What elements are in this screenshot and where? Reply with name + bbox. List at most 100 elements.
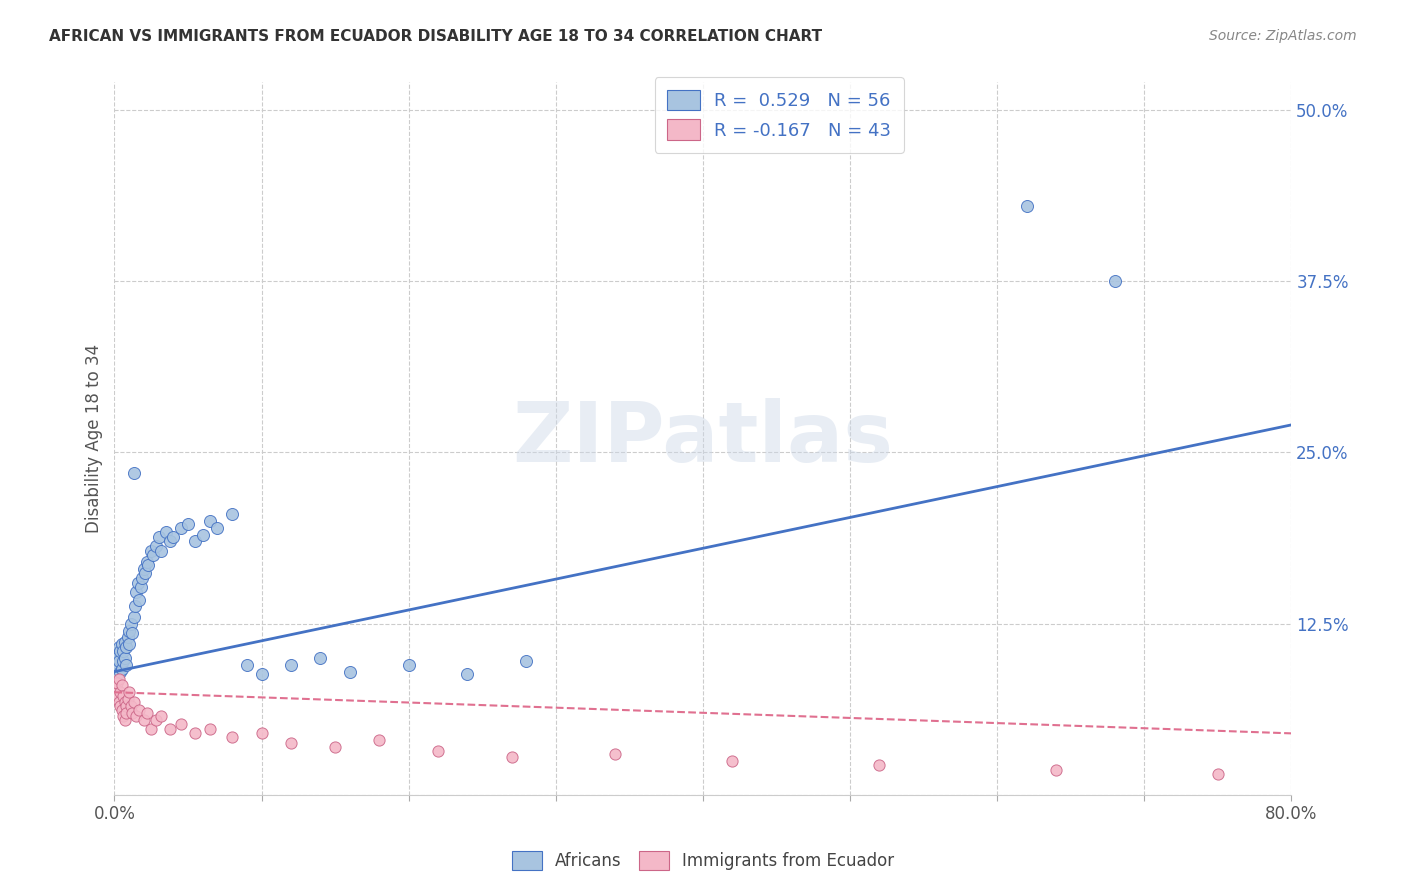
Point: [207, 521, 229, 535]
Point: [145, 713, 167, 727]
Point: [111, 662, 134, 676]
Point: [112, 654, 135, 668]
Point: [198, 514, 221, 528]
Point: [169, 521, 191, 535]
Point: [108, 654, 131, 668]
Point: [115, 698, 138, 713]
Point: [110, 685, 132, 699]
Text: AFRICAN VS IMMIGRANTS FROM ECUADOR DISABILITY AGE 18 TO 34 CORRELATION CHART: AFRICAN VS IMMIGRANTS FROM ECUADOR DISAB…: [49, 29, 823, 44]
Legend: R =  0.529   N = 56, R = -0.167   N = 43: R = 0.529 N = 56, R = -0.167 N = 43: [655, 77, 904, 153]
Point: [118, 685, 141, 699]
Point: [111, 678, 134, 692]
Point: [132, 562, 155, 576]
Point: [1104, 274, 1126, 288]
Point: [121, 706, 143, 720]
Point: [141, 544, 163, 558]
Point: [129, 580, 152, 594]
Point: [501, 749, 523, 764]
Point: [115, 706, 138, 720]
Point: [110, 665, 132, 679]
Point: [110, 698, 132, 713]
Point: [323, 740, 346, 755]
Point: [221, 731, 243, 745]
Point: [122, 695, 145, 709]
Point: [117, 631, 139, 645]
Point: [603, 747, 626, 761]
Point: [112, 690, 135, 704]
Point: [111, 703, 134, 717]
Point: [114, 634, 136, 648]
Point: [1206, 767, 1229, 781]
Point: [112, 644, 135, 658]
Point: [132, 713, 155, 727]
Point: [398, 657, 420, 672]
Point: [124, 599, 146, 613]
Point: [236, 657, 259, 672]
Point: [105, 675, 128, 690]
Point: [191, 527, 214, 541]
Point: [135, 706, 157, 720]
Point: [1015, 198, 1038, 212]
Point: [110, 644, 132, 658]
Point: [339, 665, 361, 679]
Point: [125, 708, 148, 723]
Point: [114, 651, 136, 665]
Point: [104, 681, 127, 695]
Point: [105, 690, 128, 704]
Point: [250, 726, 273, 740]
Point: [177, 516, 200, 531]
Point: [368, 733, 391, 747]
Point: [120, 616, 142, 631]
Point: [135, 555, 157, 569]
Point: [868, 758, 890, 772]
Point: [118, 624, 141, 638]
Point: [1045, 764, 1067, 778]
Point: [721, 754, 744, 768]
Point: [125, 585, 148, 599]
Point: [184, 726, 207, 740]
Text: Source: ZipAtlas.com: Source: ZipAtlas.com: [1209, 29, 1357, 43]
Point: [114, 695, 136, 709]
Point: [115, 640, 138, 654]
Point: [427, 744, 450, 758]
Point: [134, 566, 156, 580]
Y-axis label: Disability Age 18 to 34: Disability Age 18 to 34: [86, 344, 103, 533]
Point: [111, 637, 134, 651]
Point: [114, 713, 136, 727]
Point: [131, 571, 153, 585]
Point: [108, 640, 131, 654]
Text: ZIPatlas: ZIPatlas: [512, 398, 893, 479]
Point: [121, 626, 143, 640]
Point: [128, 593, 150, 607]
Point: [169, 716, 191, 731]
Point: [145, 539, 167, 553]
Point: [280, 736, 302, 750]
Point: [148, 530, 170, 544]
Point: [250, 667, 273, 681]
Point: [117, 692, 139, 706]
Point: [309, 651, 332, 665]
Point: [122, 610, 145, 624]
Point: [108, 695, 131, 709]
Point: [115, 657, 138, 672]
Point: [159, 723, 181, 737]
Point: [122, 466, 145, 480]
Point: [142, 548, 165, 562]
Point: [120, 698, 142, 713]
Point: [112, 708, 135, 723]
Point: [159, 534, 181, 549]
Point: [198, 723, 221, 737]
Point: [104, 657, 127, 672]
Point: [221, 507, 243, 521]
Point: [456, 667, 478, 681]
Point: [128, 703, 150, 717]
Point: [118, 637, 141, 651]
Point: [150, 708, 173, 723]
Point: [141, 723, 163, 737]
Point: [515, 654, 537, 668]
Point: [184, 534, 207, 549]
Point: [136, 558, 159, 572]
Point: [155, 524, 177, 539]
Point: [108, 672, 131, 686]
Legend: Africans, Immigrants from Ecuador: Africans, Immigrants from Ecuador: [505, 844, 901, 877]
